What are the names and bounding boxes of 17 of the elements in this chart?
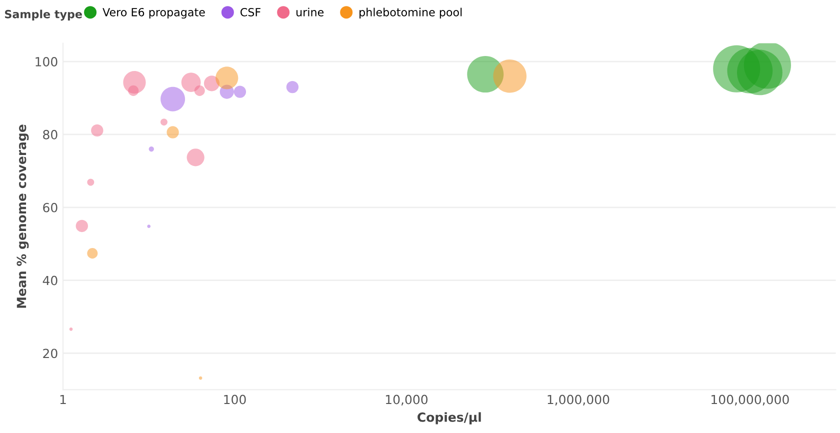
legend-label: CSF [240,8,260,16]
legend-title: Sample type [4,10,82,21]
x-tick-label: 1 [60,394,66,404]
x-tick-label: 10,000 [386,394,428,406]
y-tick-label: 100 [36,57,58,66]
legend-label: Vero E6 propagate [102,8,205,19]
x-axis-title: Copies/µl [418,412,481,424]
legend-label: urine [296,8,324,16]
legend-label: phlebotomine pool [360,8,462,19]
y-tick-label: 20 [43,348,58,358]
y-tick-label: 60 [43,202,58,212]
y-tick-label: 80 [43,130,58,140]
y-axis-title: Mean % genome coverage [16,124,29,308]
y-tick-label: 40 [42,276,58,286]
x-tick-label: 1,000,000 [548,394,610,406]
x-tick-label: 100,000,000 [712,394,789,406]
x-tick-label: 100 [224,394,246,404]
